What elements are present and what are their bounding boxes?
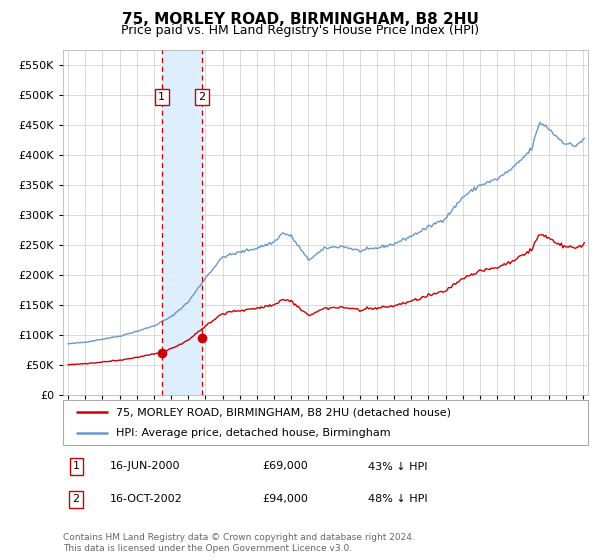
Text: Price paid vs. HM Land Registry's House Price Index (HPI): Price paid vs. HM Land Registry's House … xyxy=(121,24,479,37)
Text: Contains HM Land Registry data © Crown copyright and database right 2024.
This d: Contains HM Land Registry data © Crown c… xyxy=(63,533,415,553)
Text: 1: 1 xyxy=(158,92,165,102)
Text: 2: 2 xyxy=(73,494,80,505)
Text: 16-JUN-2000: 16-JUN-2000 xyxy=(110,461,181,472)
Text: 2: 2 xyxy=(198,92,205,102)
Text: £94,000: £94,000 xyxy=(263,494,308,505)
Text: 48% ↓ HPI: 48% ↓ HPI xyxy=(367,494,427,505)
FancyBboxPatch shape xyxy=(63,400,588,445)
Text: 75, MORLEY ROAD, BIRMINGHAM, B8 2HU (detached house): 75, MORLEY ROAD, BIRMINGHAM, B8 2HU (det… xyxy=(115,408,451,418)
Text: 75, MORLEY ROAD, BIRMINGHAM, B8 2HU: 75, MORLEY ROAD, BIRMINGHAM, B8 2HU xyxy=(122,12,478,27)
Text: 1: 1 xyxy=(73,461,80,472)
Text: 43% ↓ HPI: 43% ↓ HPI xyxy=(367,461,427,472)
Text: £69,000: £69,000 xyxy=(263,461,308,472)
Bar xyxy=(162,50,202,395)
Text: HPI: Average price, detached house, Birmingham: HPI: Average price, detached house, Birm… xyxy=(115,428,390,438)
Text: 16-OCT-2002: 16-OCT-2002 xyxy=(110,494,183,505)
